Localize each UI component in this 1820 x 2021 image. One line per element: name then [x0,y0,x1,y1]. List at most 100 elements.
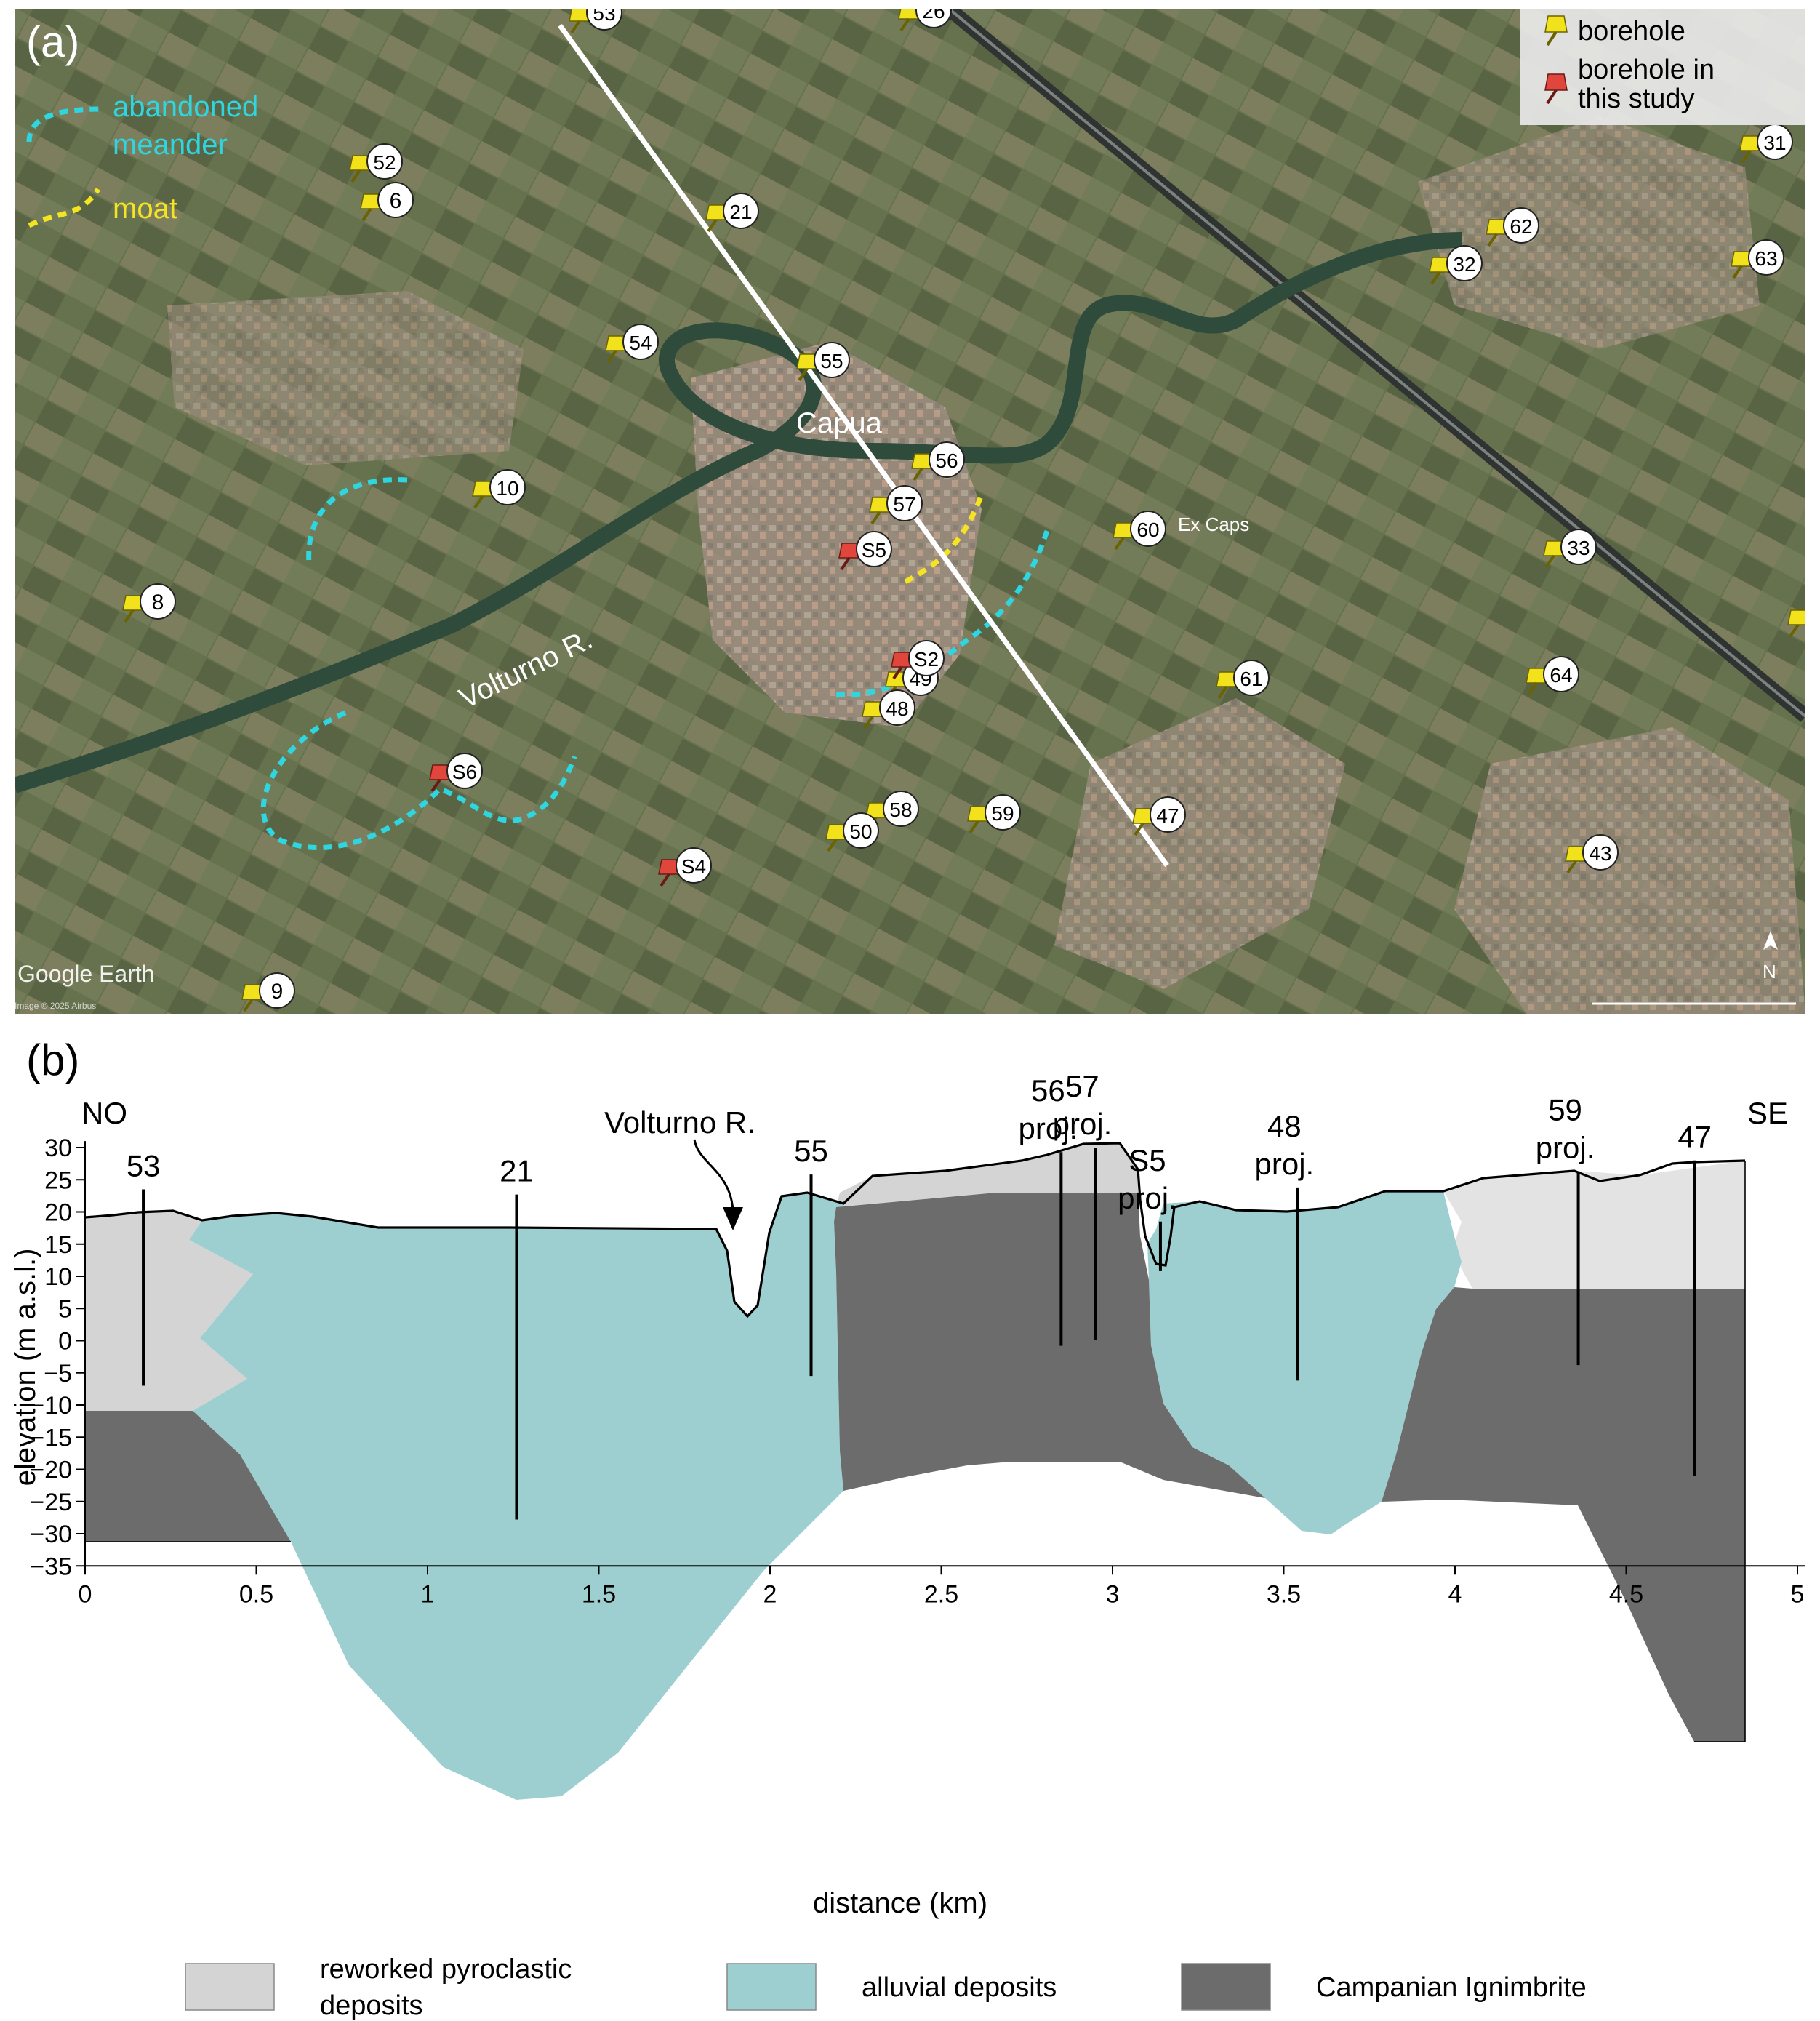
label-moat: moat [113,193,177,225]
borehole-log-53: 53 [127,1149,161,1386]
north-label: N [1763,961,1776,983]
borehole-marker-52: 52 [349,143,403,183]
marker-badge [1233,660,1270,696]
borehole-log-21: 21 [500,1154,534,1520]
marker-badge [879,689,915,726]
marker-badge [1150,796,1186,833]
legend-this-study-2: this study [1578,84,1695,114]
x-tick-label: 5 [1791,1580,1805,1608]
borehole-marker-33: 33 [1543,529,1597,569]
x-tick-label: 4.5 [1609,1580,1643,1608]
marker-badge [929,441,965,478]
borehole-id-label: 57 [893,493,915,516]
borehole-id-label: 56 [935,449,958,472]
borehole-id-label: 31 [1763,132,1786,154]
y-tick-label: −10 [30,1392,72,1420]
borehole-id-label: 62 [1510,215,1532,238]
legend-label: alluvial deposits [862,1972,1057,2003]
urban-area-nw [167,291,524,465]
panel-a-label: (a) [26,17,79,66]
legend-this-study-1: borehole in [1578,55,1715,85]
marker-badge [489,469,526,505]
legend-item-1: alluvial deposits [726,1963,1057,2011]
marker-badge [814,342,850,378]
borehole-log-proj: proj. [1254,1147,1314,1181]
borehole-marker-50: 50 [825,812,879,852]
label-ex-caps: Ex Caps [1178,513,1249,535]
y-tick-label: −25 [30,1489,72,1516]
x-tick-label: 1.5 [582,1580,616,1608]
borehole-marker-56: 56 [911,441,965,481]
yellow-pushpin-icon [1787,609,1805,625]
marker-badge [1130,511,1166,547]
label-abandoned-1: abandoned [113,91,258,123]
borehole-id-label: 48 [886,697,908,720]
borehole-marker-61: 61 [1216,660,1270,700]
abandoned-meander-traces [26,106,1050,850]
borehole-id-label: 43 [1589,842,1611,865]
borehole-marker-32: 32 [1429,245,1483,285]
borehole-marker-48: 48 [862,689,915,729]
x-tick-label: 0 [79,1580,92,1608]
y-tick-label: 30 [44,1134,72,1162]
borehole-marker-62: 62 [1486,207,1539,247]
imagery-credit: Image © 2025 Airbus [15,1001,96,1011]
y-axis-label: elevation (m a.s.l.) [9,1249,41,1486]
borehole-id-label: 55 [820,350,843,372]
borehole-id-label: S2 [914,648,939,671]
borehole-marker-60: 60 [1113,511,1166,551]
borehole-marker-57: 57 [869,485,923,525]
x-tick-label: 0.5 [239,1580,273,1608]
marker-badge [985,794,1021,831]
borehole-log-id: S5 [1129,1143,1166,1177]
borehole-id-label: 33 [1567,537,1590,559]
marker-badge [1560,529,1597,565]
borehole-id-label: 26 [922,0,945,23]
x-tick-label: 2.5 [924,1580,958,1608]
axes: 0 0.5 1 1.5 2 2.5 3 3.5 4 4.5 5 30 25 20 15 10 5 0 −5 −10 −1… [30,1134,1805,1608]
cross-section-panel: (b) Volturno R. NO SE 0 0.5 1 1.5 2 2.5 3 3.5 4 4… [9,1036,1805,2021]
north-arrow-icon [1763,931,1778,950]
y-tick-label: −35 [30,1553,72,1580]
borehole-marker-S2: S2 [891,640,945,680]
borehole-id-label: 47 [1156,804,1179,827]
borehole-marker-9: 9 [241,972,295,1012]
borehole-log-id: 53 [127,1149,161,1183]
y-tick-label: −20 [30,1457,72,1484]
borehole-marker-S4: S4 [658,847,712,887]
unit-campanian-ignimbrite [85,1411,291,1542]
label-capua: Capua [796,407,883,439]
marker-badge [1503,207,1539,244]
marker-badge [586,9,622,31]
legend-label-cont: deposits [320,1990,423,2021]
borehole-marker-64: 64 [1526,656,1579,696]
borehole-id-label: 3 [1817,605,1820,629]
borehole-id-label: 32 [1453,253,1475,276]
marker-badge [1582,834,1619,871]
borehole-id-label: 54 [629,332,652,354]
panel-b-label: (b) [26,1036,79,1084]
y-tick-label: −30 [30,1521,72,1548]
borehole-log-id: 47 [1677,1120,1712,1154]
borehole-log-55: 55 [794,1134,828,1377]
borehole-log-57: 57 proj. [1053,1069,1112,1340]
y-tick-label: −15 [30,1424,72,1452]
legend-borehole: borehole [1578,16,1685,47]
borehole-id-label: 58 [889,799,912,821]
borehole-log-S5: S5 proj. [1118,1143,1177,1271]
borehole-marker-54: 54 [605,324,659,364]
borehole-log-id: 21 [500,1154,534,1188]
borehole-marker-26: 26 [898,0,952,32]
label-abandoned-2: meander [113,129,228,161]
borehole-id-label: S5 [862,539,886,561]
borehole-marker-53: 53 [569,9,622,34]
x-tick-label: 1 [421,1580,435,1608]
map-panel: Capua Volturno R. Ex Caps abandoned mean… [15,0,1820,1014]
x-axis-label: distance (km) [813,1887,987,1919]
borehole-id-label: 9 [271,980,284,1004]
marker-badge [1748,239,1784,276]
end-label-se: SE [1747,1096,1788,1130]
borehole-id-label: 21 [729,201,752,223]
